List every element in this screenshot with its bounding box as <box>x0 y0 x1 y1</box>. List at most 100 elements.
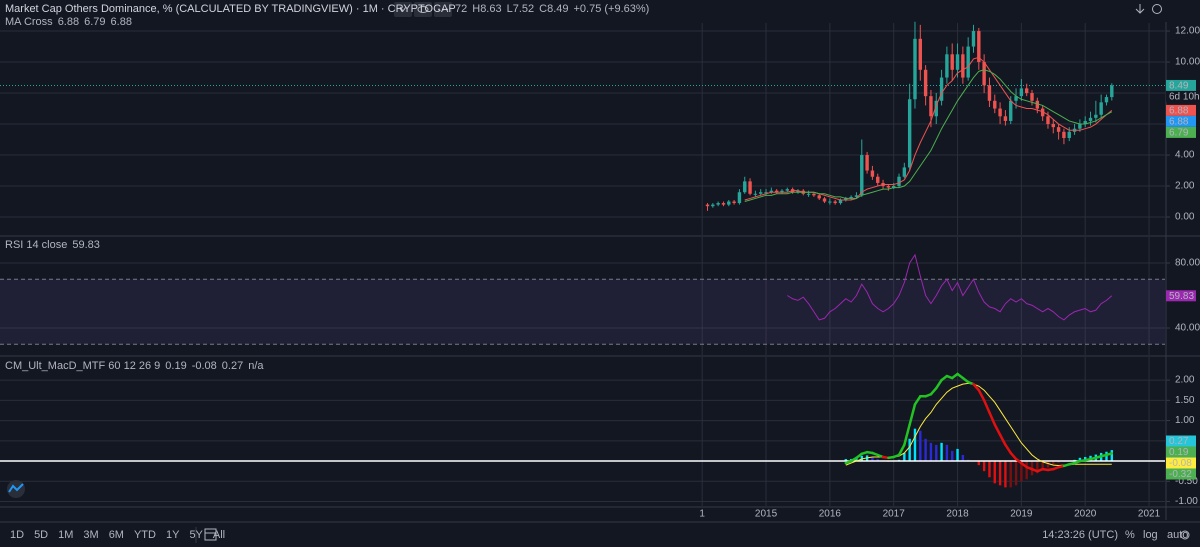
range-button[interactable]: 5D <box>34 529 48 541</box>
histogram-bar <box>998 461 1002 486</box>
clock: 14:23:26 (UTC) <box>1042 529 1118 541</box>
range-button[interactable]: 1D <box>10 529 24 541</box>
range-button[interactable]: 6M <box>109 529 124 541</box>
x-tick-label: 2018 <box>946 509 969 520</box>
download-icon[interactable] <box>1135 4 1145 14</box>
candle-body <box>732 201 736 204</box>
candle-body <box>1104 97 1109 103</box>
price-tag-label: 0.27 <box>1169 436 1189 447</box>
histogram-bar <box>982 461 986 472</box>
x-tick-label: 2015 <box>755 509 778 520</box>
candle-body <box>1014 96 1018 101</box>
histogram-bar <box>1004 461 1007 488</box>
candle-body <box>891 186 896 188</box>
legend-value: 6.88 <box>58 16 79 28</box>
range-button[interactable]: 1Y <box>166 529 180 541</box>
candle-body <box>966 46 970 78</box>
candle-body <box>769 190 774 193</box>
histogram-bar <box>855 457 858 462</box>
scale-option[interactable]: % <box>1125 529 1135 541</box>
candle-body <box>934 100 938 117</box>
histogram-bar <box>908 438 911 462</box>
histogram-bar <box>993 461 996 484</box>
price-tag-label: -0.32 <box>1169 469 1192 480</box>
settings-icon[interactable] <box>1180 530 1190 540</box>
range-button[interactable]: YTD <box>134 529 156 541</box>
legend-value: n/a <box>248 360 264 372</box>
logo-mark <box>8 483 24 493</box>
ohlc-value: C8.49 <box>539 3 568 15</box>
ohlc-value: 72 <box>455 3 467 15</box>
candle-body <box>780 190 784 193</box>
price-tag-label: 6.88 <box>1169 117 1189 128</box>
candle-body <box>849 196 853 199</box>
candle-body <box>939 77 944 101</box>
macd-line <box>1004 443 1012 455</box>
ohlc-value: H8.63 <box>472 3 501 15</box>
candle-body <box>998 108 1002 117</box>
candle-body <box>1051 124 1055 128</box>
legend-value: 0.27 <box>222 360 243 372</box>
candle-body <box>785 189 790 191</box>
histogram-bar <box>956 448 959 462</box>
histogram-bar <box>945 444 949 462</box>
refresh-icon[interactable] <box>1152 4 1162 14</box>
legend-label: RSI 14 close <box>5 239 67 251</box>
price-tag <box>1166 115 1196 127</box>
header-icons <box>394 2 1162 17</box>
candle-body <box>753 193 758 195</box>
candle-body <box>987 85 992 101</box>
scale-option[interactable]: log <box>1143 529 1158 541</box>
candle-body <box>833 201 837 204</box>
moving-average <box>744 69 1113 203</box>
range-button[interactable]: 3M <box>83 529 98 541</box>
x-tick-label: 2017 <box>883 509 906 520</box>
legend-value: -0.08 <box>192 360 217 372</box>
candle-body <box>977 31 981 63</box>
ohlc-value: +0.75 (+9.63%) <box>574 3 650 15</box>
candle-body <box>945 54 949 78</box>
dot <box>442 8 444 11</box>
histogram-bar <box>844 459 848 462</box>
macd-line <box>935 378 943 390</box>
range-button[interactable]: 1M <box>58 529 73 541</box>
legend-value: 6.88 <box>111 16 132 28</box>
histogram-bar <box>951 450 954 462</box>
candle-body <box>1094 114 1098 118</box>
range-button[interactable]: 5Y <box>189 529 203 541</box>
scale-option[interactable]: auto <box>1167 529 1188 541</box>
histogram-bar <box>988 461 991 478</box>
macd-line <box>1009 451 1018 461</box>
candle-body <box>806 193 811 195</box>
candle-body <box>950 54 954 70</box>
candle-body <box>1110 85 1114 98</box>
eye-icon <box>417 6 429 13</box>
price-tag-label: 59.83 <box>1169 291 1194 302</box>
macd-line <box>977 388 986 402</box>
countdown: 6d 10h <box>1169 92 1200 103</box>
candle-body <box>870 170 875 177</box>
histogram-bar <box>1110 450 1114 462</box>
collapse-button[interactable] <box>394 2 412 17</box>
visibility-button[interactable] <box>414 2 432 17</box>
macd-line <box>993 423 1002 436</box>
macd-line <box>1105 452 1114 457</box>
collapse-icon <box>399 6 407 12</box>
dot <box>446 8 448 11</box>
price-tag <box>1166 435 1196 447</box>
legend-value: 0.19 <box>165 360 186 372</box>
candle-body <box>1083 120 1087 125</box>
candle-body <box>865 155 869 171</box>
y-tick-label: 2.00 <box>1175 375 1195 386</box>
histogram-bar <box>1057 461 1060 463</box>
rsi-band <box>0 279 1165 345</box>
candle-body <box>748 181 752 194</box>
date-range-icon[interactable] <box>204 528 217 541</box>
range-button[interactable]: All <box>213 529 225 541</box>
histogram-bar <box>935 444 938 462</box>
price-tag <box>1166 126 1196 138</box>
candle-body <box>1009 100 1013 121</box>
histogram-bar <box>1041 461 1044 469</box>
candle-body <box>721 203 726 205</box>
